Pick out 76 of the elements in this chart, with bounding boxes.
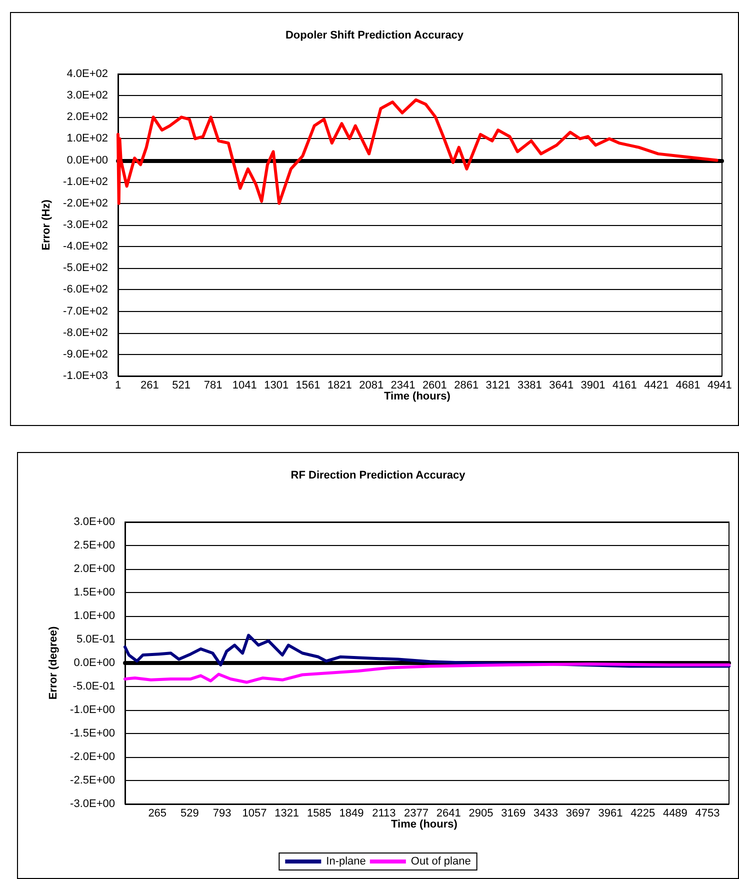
x-tick-label: 1057 bbox=[242, 808, 267, 820]
x-tick-label: 261 bbox=[140, 380, 159, 392]
y-tick-label: -6.0E+02 bbox=[63, 284, 108, 296]
y-tick-label: 2.0E+02 bbox=[66, 111, 108, 124]
y-tick-label: 1.0E+02 bbox=[66, 132, 108, 145]
x-tick-label: 3169 bbox=[501, 808, 526, 820]
y-tick-label: -2.5E+00 bbox=[70, 774, 115, 786]
line-series bbox=[124, 662, 730, 684]
legend-label: In-plane bbox=[326, 856, 366, 868]
x-tick-label: 2601 bbox=[422, 380, 447, 392]
y-tick-label: 0.0E+00 bbox=[66, 154, 108, 166]
x-tick-label: 4489 bbox=[662, 808, 688, 820]
chart-title: RF Direction Prediction Accuracy bbox=[290, 470, 466, 482]
x-tick-label: 3381 bbox=[517, 380, 542, 392]
x-tick-label: 4681 bbox=[676, 380, 700, 392]
line-series bbox=[116, 98, 718, 205]
y-tick-label: 3.0E+00 bbox=[74, 516, 115, 528]
x-tick-label: 781 bbox=[204, 380, 222, 392]
x-tick-label: 3961 bbox=[598, 808, 623, 820]
x-tick-label: 4421 bbox=[644, 380, 669, 392]
x-tick-label: 521 bbox=[172, 380, 191, 392]
y-tick-label: -7.0E+02 bbox=[63, 305, 108, 318]
y-tick-label: -3.0E+02 bbox=[63, 219, 108, 231]
x-tick-label: 529 bbox=[180, 808, 199, 820]
x-tick-label: 1849 bbox=[339, 808, 364, 820]
y-tick-label: 2.0E+00 bbox=[74, 563, 115, 575]
legend-label: Out of plane bbox=[410, 856, 471, 868]
x-tick-label: 3901 bbox=[580, 380, 606, 392]
y-tick-label: 1.0E+00 bbox=[74, 610, 115, 622]
x-tick-label: 265 bbox=[148, 808, 167, 820]
x-axis-title: Time (hours) bbox=[384, 390, 451, 402]
x-tick-label: 2113 bbox=[372, 808, 396, 820]
x-tick-label: 1 bbox=[114, 380, 122, 392]
y-tick-label: -1.0E+03 bbox=[63, 370, 108, 382]
y-tick-label: -1.0E+02 bbox=[63, 176, 108, 188]
y-axis-title: Error (degree) bbox=[48, 626, 60, 700]
x-tick-label: 2341 bbox=[390, 380, 416, 392]
y-tick-label: -9.0E+02 bbox=[63, 348, 108, 360]
x-tick-label: 4753 bbox=[695, 808, 720, 820]
x-tick-label: 1041 bbox=[232, 380, 257, 392]
y-tick-label: -1.0E+00 bbox=[70, 704, 115, 716]
y-tick-label: 0.0E+00 bbox=[74, 657, 115, 669]
x-tick-label: 2905 bbox=[468, 808, 494, 820]
y-tick-label: 1.5E+00 bbox=[74, 586, 115, 598]
y-tick-label: 5.0E-01 bbox=[76, 634, 115, 646]
y-tick-label: -4.0E+02 bbox=[63, 240, 108, 253]
x-tick-label: 3697 bbox=[566, 808, 590, 820]
chart-title: Dopoler Shift Prediction Accuracy bbox=[285, 30, 464, 42]
x-tick-label: 1821 bbox=[327, 380, 352, 392]
y-tick-label: -2.0E+02 bbox=[63, 197, 108, 210]
y-axis-title: Error (Hz) bbox=[40, 199, 53, 250]
y-tick-label: -8.0E+02 bbox=[63, 326, 108, 339]
x-tick-label: 2081 bbox=[359, 380, 384, 392]
y-tick-label: -5.0E-01 bbox=[72, 680, 115, 692]
x-tick-label: 793 bbox=[212, 808, 232, 820]
x-tick-label: 1321 bbox=[274, 808, 300, 820]
x-tick-label: 4225 bbox=[630, 808, 656, 820]
x-tick-label: 3433 bbox=[533, 808, 558, 820]
y-tick-label: 4.0E+02 bbox=[66, 68, 108, 80]
x-tick-label: 4941 bbox=[707, 380, 732, 392]
y-tick-label: -3.0E+00 bbox=[70, 798, 115, 810]
x-tick-label: 3121 bbox=[486, 380, 510, 392]
x-tick-label: 2377 bbox=[404, 808, 429, 820]
x-axis-title: Time (hours) bbox=[391, 818, 458, 830]
x-tick-label: 1301 bbox=[264, 380, 289, 392]
x-tick-label: 4161 bbox=[612, 380, 637, 392]
x-tick-label: 1561 bbox=[296, 380, 320, 392]
x-tick-label: 2641 bbox=[436, 808, 461, 820]
y-tick-label: -1.5E+00 bbox=[70, 728, 115, 740]
x-tick-label: 1585 bbox=[306, 808, 332, 820]
y-tick-label: 3.0E+02 bbox=[66, 90, 108, 102]
y-tick-label: -5.0E+02 bbox=[63, 262, 108, 274]
x-tick-label: 3641 bbox=[549, 380, 574, 392]
x-tick-label: 2861 bbox=[454, 380, 479, 392]
y-tick-label: -2.0E+00 bbox=[70, 751, 115, 763]
y-tick-label: 2.5E+00 bbox=[74, 540, 115, 552]
